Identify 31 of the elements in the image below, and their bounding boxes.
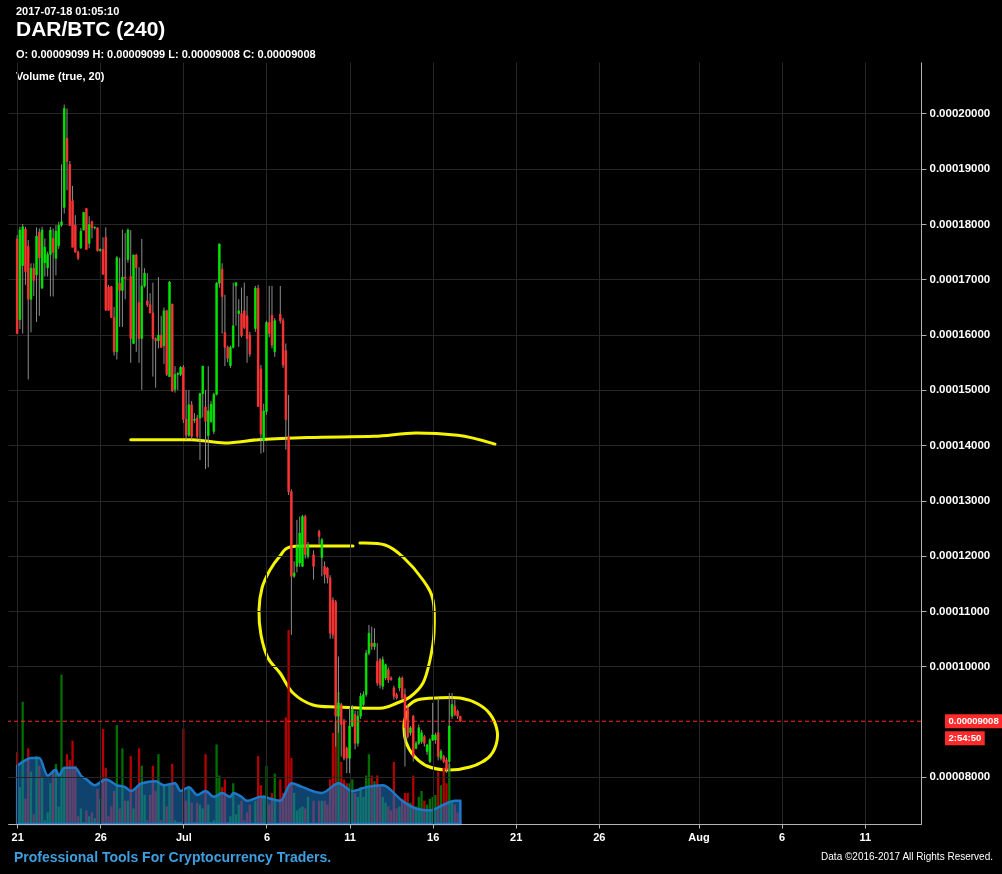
x-tick-label: 21 bbox=[11, 830, 24, 843]
x-tick-label: 21 bbox=[510, 830, 523, 843]
x-tick-label: 26 bbox=[593, 830, 606, 843]
y-tick-label: 0.00015000 bbox=[929, 383, 991, 396]
x-tick-label: Aug bbox=[688, 830, 710, 843]
y-tick-label: 0.00019000 bbox=[929, 162, 991, 175]
text: Data ©2016-2017 All Rights Reserved. bbox=[821, 851, 993, 862]
x-tick-label: 11 bbox=[859, 830, 872, 843]
chart-title: DAR/BTC (240) bbox=[16, 17, 166, 40]
ref-line-label: 0.00009008 bbox=[948, 715, 999, 727]
x-tick-label: 6 bbox=[779, 830, 786, 843]
x-tick-label: 16 bbox=[427, 830, 440, 843]
text: 2017-07-18 01:05:10 bbox=[16, 5, 120, 17]
y-tick-label: 0.00012000 bbox=[929, 549, 991, 562]
y-tick-label: 0.00010000 bbox=[929, 659, 991, 672]
chart-subtitle: O: 0.00009099 H: 0.00009099 L: 0.00009008 C: 0.00009008 bbox=[16, 48, 316, 60]
y-tick-label: 0.00020000 bbox=[929, 106, 991, 119]
y-tick-label: 0.00016000 bbox=[929, 328, 991, 341]
text: 2:54:50 bbox=[948, 732, 982, 744]
text: Professional Tools For Cryptocurrency Traders. bbox=[14, 849, 332, 865]
x-tick-label: 11 bbox=[344, 830, 356, 843]
x-tick-label: 26 bbox=[94, 830, 107, 843]
y-tick-label: 0.00014000 bbox=[929, 438, 991, 451]
y-tick-label: 0.00018000 bbox=[929, 217, 991, 230]
x-tick-label: 6 bbox=[263, 830, 271, 843]
chart-title: Volume (true, 20) bbox=[16, 70, 105, 82]
y-tick-label: 0.00011000 bbox=[929, 604, 990, 617]
x-tick-label: Jul bbox=[175, 830, 192, 843]
y-tick-label: 0.00017000 bbox=[929, 272, 991, 285]
y-tick-label: 0.00008000 bbox=[929, 770, 991, 783]
y-tick-label: 0.00013000 bbox=[929, 494, 991, 507]
